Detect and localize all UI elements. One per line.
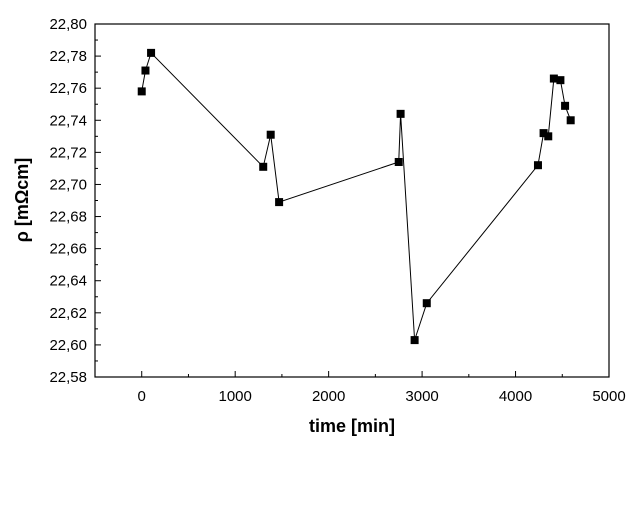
data-point [561, 101, 570, 110]
data-point [410, 336, 419, 345]
data-point [422, 299, 431, 308]
data-point [544, 132, 553, 141]
plot-frame [94, 23, 610, 378]
data-point [533, 161, 542, 170]
data-point [259, 162, 268, 171]
data-markers [137, 48, 575, 345]
y-axis: 22,58 22,60 22,62 22,64 22,66 22,68 22,70 22,72… [49, 16, 101, 386]
y-tick-label: 22,80 [49, 16, 87, 33]
y-tick-label: 22,64 [49, 273, 87, 290]
data-point [147, 48, 156, 57]
y-tick-label: 22,68 [49, 209, 87, 226]
y-tick-label: 22,62 [49, 305, 87, 322]
x-tick-label: 4000 [499, 388, 532, 405]
series-line [141, 51, 572, 341]
x-tick-label: 3000 [405, 388, 438, 405]
y-tick-label: 22,72 [49, 144, 87, 161]
data-point [396, 109, 405, 118]
x-axis: 0 1000 2000 3000 4000 5000 [138, 371, 626, 405]
y-tick-label: 22,78 [49, 48, 87, 65]
data-point [566, 116, 575, 125]
x-tick-label: 2000 [312, 388, 345, 405]
data-point [549, 74, 558, 83]
y-tick-label: 22,74 [49, 112, 87, 129]
y-axis-title: ρ [mΩcm] [12, 158, 32, 243]
x-tick-label: 1000 [218, 388, 251, 405]
data-point [394, 157, 403, 166]
y-tick-label: 22,66 [49, 241, 87, 258]
y-tick-label: 22,70 [49, 176, 87, 193]
data-point [266, 130, 275, 139]
data-point [137, 87, 146, 96]
data-point [275, 198, 284, 207]
y-tick-label: 22,60 [49, 337, 87, 354]
data-point [141, 66, 150, 75]
data-point [539, 129, 548, 138]
y-tick-label: 22,76 [49, 80, 87, 97]
x-axis-title: time [min] [309, 416, 395, 436]
x-tick-label: 0 [138, 388, 146, 405]
data-point [556, 76, 565, 85]
x-tick-label: 5000 [592, 388, 625, 405]
y-tick-label: 22,58 [49, 369, 87, 386]
